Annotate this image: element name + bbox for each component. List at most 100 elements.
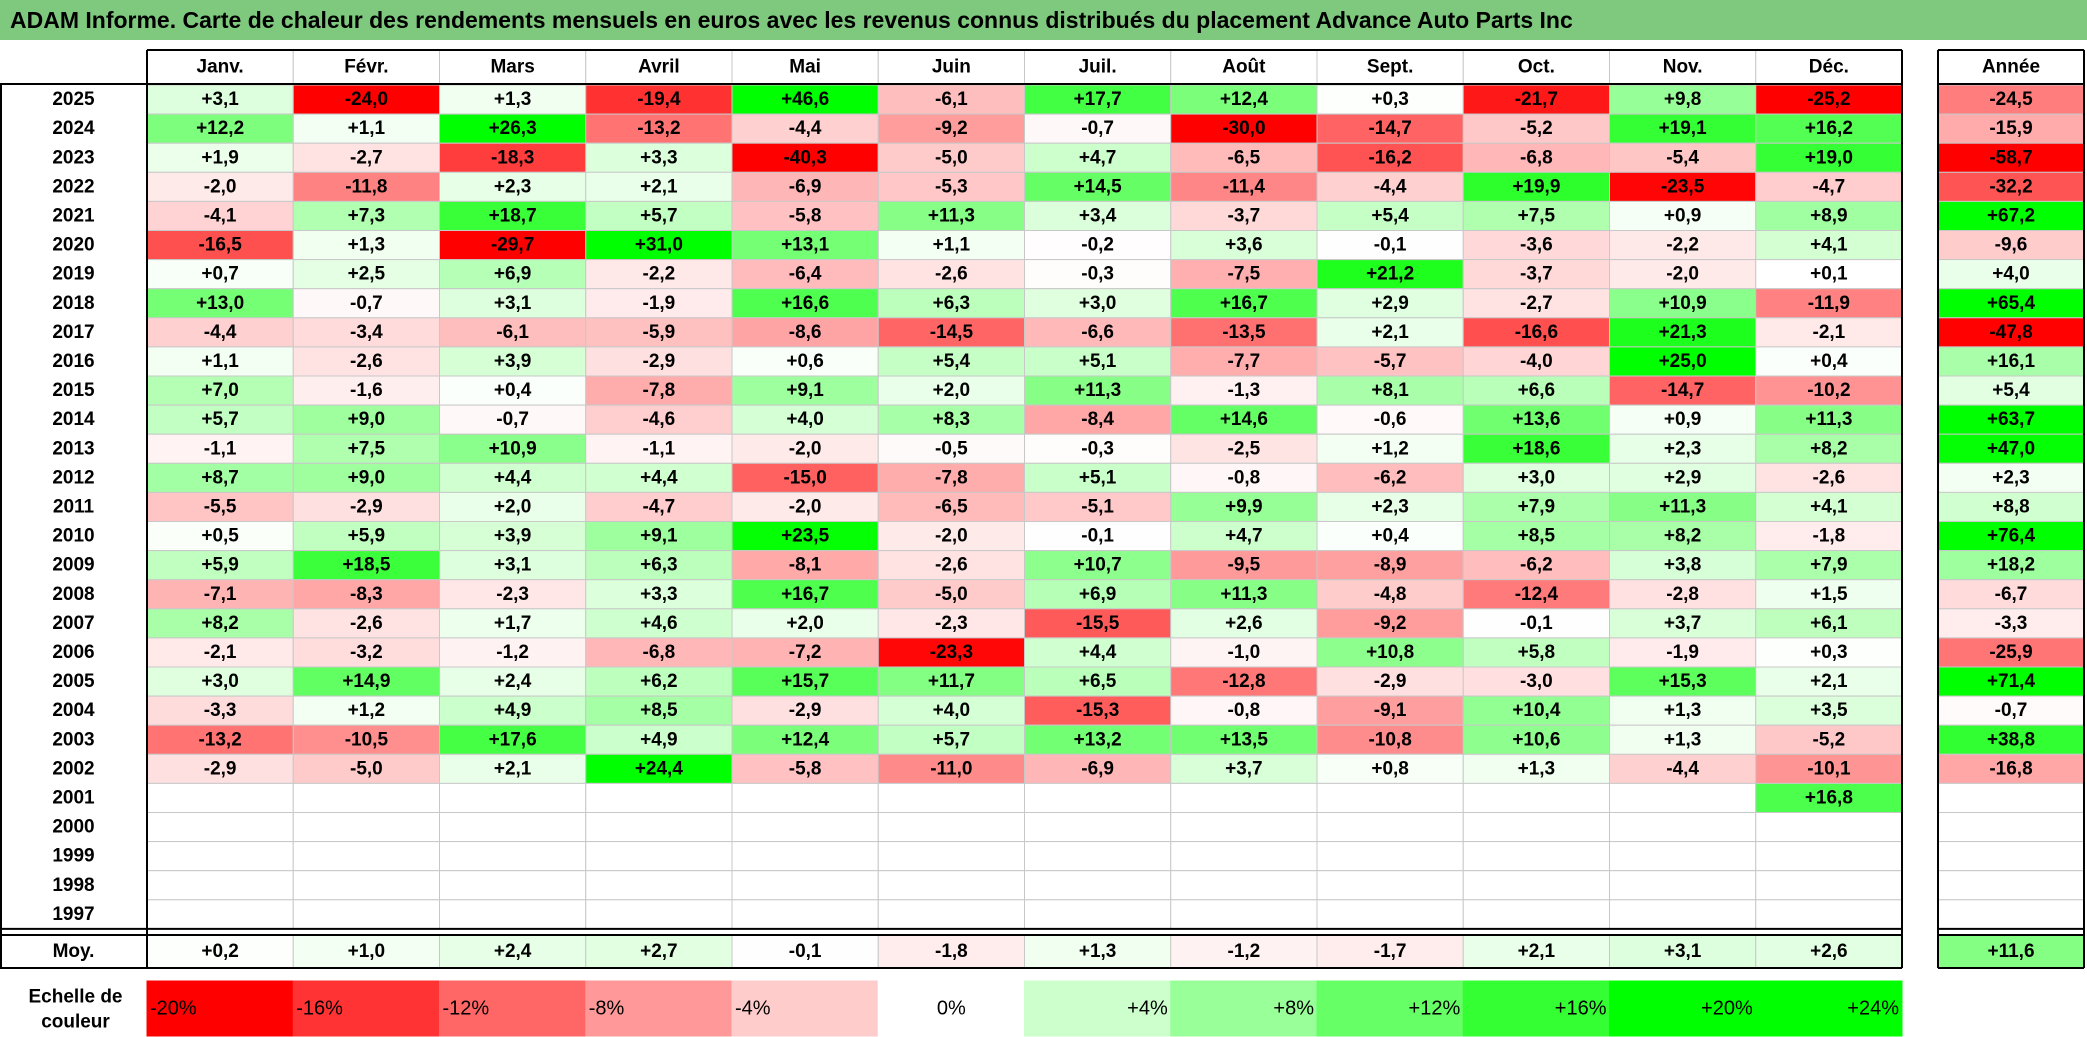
heatmap-cell-value: +3,6 [1225,235,1263,256]
heatmap-cell [877,812,1025,843]
heatmap-cell [146,200,294,231]
heatmap-cell [1024,113,1172,144]
heatmap-cell [1609,433,1757,464]
heatmap-cell [1609,142,1757,173]
heatmap-cell-value: -3,2 [350,642,383,663]
month-header-label: Août [1222,57,1266,78]
heatmap-cell [1024,491,1172,522]
heatmap-cell [292,637,440,668]
annual-cell-value: -25,9 [1989,642,2032,663]
heatmap-cell [877,142,1025,173]
heatmap-cell-value: +2,3 [1371,496,1409,517]
heatmap-cell [1755,521,1903,552]
heatmap-cell-value: -6,8 [643,642,676,663]
heatmap-cell-value: +3,9 [494,351,532,372]
heatmap-cell-value: -11,4 [1223,176,1266,197]
heatmap-cell-value: -4,4 [204,322,237,343]
heatmap-cell-value: -6,6 [1081,322,1114,343]
annual-cell-value: +18,2 [1987,555,2035,576]
heatmap-cell-value: -5,8 [789,758,822,779]
heatmap-cell-value: -0,2 [1081,235,1114,256]
heatmap-cell [292,346,440,377]
heatmap-cell-value: +24,4 [635,758,684,779]
heatmap-cell-value: +1,9 [201,147,239,168]
heatmap-cell-value: -0,7 [496,409,529,430]
heatmap-cell-value: -4,4 [1666,758,1699,779]
heatmap-cell-value: +6,2 [640,671,678,692]
heatmap-cell-value: +10,9 [489,438,537,459]
year-label: 2016 [52,351,94,372]
heatmap-cell [731,899,879,930]
heatmap-cell [585,870,733,901]
average-cell [146,934,294,969]
heatmap-cell [1609,200,1757,231]
scale-swatch-label: -12% [443,998,490,1020]
heatmap-cell [146,695,294,726]
annual-cell-value: +71,4 [1987,671,2036,692]
heatmap-cell [1316,433,1464,464]
heatmap-cell [146,841,294,872]
heatmap-cell [1024,346,1172,377]
heatmap-cell-value: +18,7 [489,205,537,226]
heatmap-cell [1170,870,1318,901]
annual-cell [1937,142,2085,173]
annual-header-cell [1937,49,2085,85]
heatmap-cell-value: -29,7 [491,235,534,256]
heatmap-cell [292,841,440,872]
heatmap-cell [292,899,440,930]
heatmap-cell-value: -6,1 [935,89,968,110]
heatmap-cell-value: +0,1 [1810,264,1848,285]
heatmap-cell [731,812,879,843]
year-label: 2017 [52,322,94,343]
heatmap-cell [1609,899,1757,930]
heatmap-cell-value: +6,3 [640,555,678,576]
heatmap-cell [439,259,587,290]
heatmap-cell [1170,579,1318,610]
heatmap-cell [877,608,1025,639]
heatmap-cell [877,171,1025,202]
heatmap-cell [1755,462,1903,493]
month-header-label: Sept. [1367,57,1413,78]
month-header-label: Févr. [344,57,388,78]
heatmap-cell [439,753,587,784]
heatmap-cell-value: +0,6 [786,351,824,372]
heatmap-cell [1316,171,1464,202]
heatmap-cell-value: -2,7 [1520,293,1553,314]
year-label: 2023 [52,147,94,168]
month-header-cell [1024,49,1172,85]
year-label: 2025 [52,89,95,110]
annual-cell-value: -32,2 [1989,176,2032,197]
heatmap-cell [1609,491,1757,522]
heatmap-cell [1024,579,1172,610]
heatmap-cell-value: +5,1 [1079,467,1117,488]
heatmap-cell-value: +9,8 [1664,89,1702,110]
heatmap-cell-value: +5,7 [640,205,678,226]
heatmap-cell-value: -6,2 [1520,555,1553,576]
heatmap-cell [292,782,440,814]
heatmap-cell [1609,288,1757,319]
heatmap-cell [1316,375,1464,406]
heatmap-cell-value: -2,6 [350,351,383,372]
heatmap-cell-value: +11,7 [928,671,975,692]
heatmap-cell-value: -8,3 [350,584,383,605]
heatmap-cell-value: +5,4 [933,351,971,372]
heatmap-cell [439,142,587,173]
heatmap-cell-value: +0,4 [1371,526,1409,547]
heatmap-cell [292,812,440,843]
heatmap-cell [292,375,440,406]
heatmap-cell [877,695,1025,726]
heatmap-cell-value: -24,0 [345,89,388,110]
heatmap-cell-value: -0,8 [1228,467,1261,488]
heatmap-cell-value: +3,1 [494,555,532,576]
heatmap-cell [1462,113,1610,144]
heatmap-cell-value: +4,1 [1810,496,1848,517]
heatmap-cell-value: +11,3 [1805,409,1852,430]
heatmap-cell [731,404,879,435]
heatmap-cell-value: +4,7 [1225,526,1263,547]
heatmap-cell-value: +23,5 [781,526,830,547]
heatmap-cell [585,317,733,348]
scale-swatch-label: -16% [296,998,343,1020]
heatmap-cell [146,521,294,552]
heatmap-cell-value: -3,0 [1520,671,1553,692]
heatmap-cell-value: -10,8 [1368,729,1411,750]
